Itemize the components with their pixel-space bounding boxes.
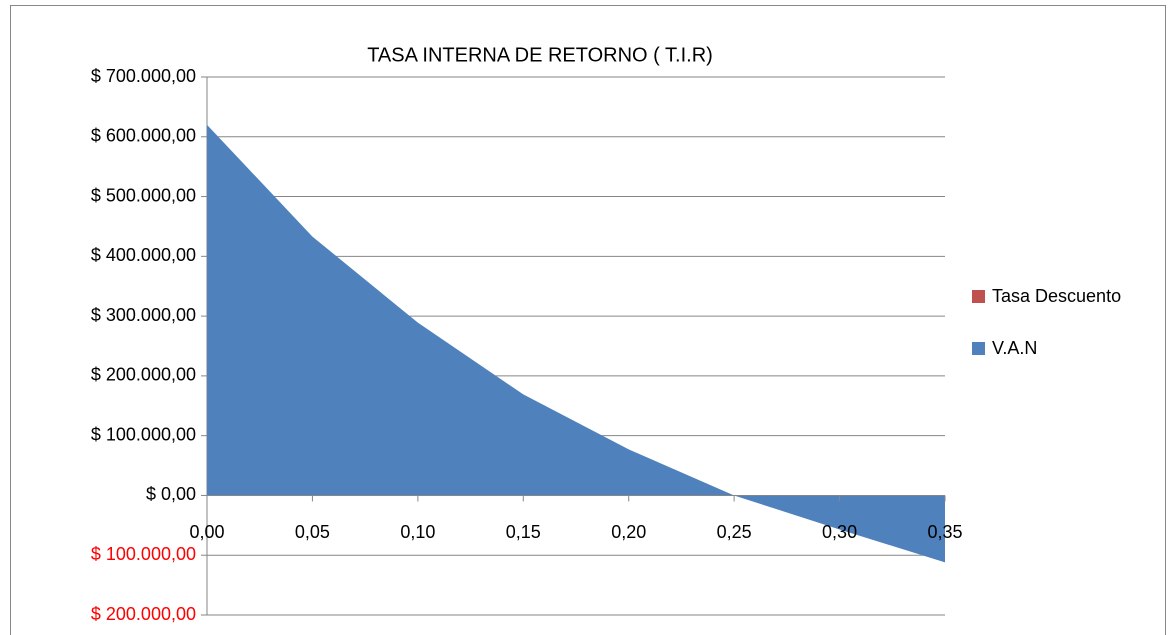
y-tick-label: $ 700.000,00 [91,66,196,86]
y-tick-label: $ 300.000,00 [91,305,196,325]
x-tick-label: 0,10 [400,522,435,542]
y-tick-label: $ 0,00 [146,484,196,504]
area [207,124,945,563]
x-tick-label: 0,20 [611,522,646,542]
y-tick-label: $ 200.000,00 [91,604,196,624]
y-tick-label: $ 600.000,00 [91,126,196,146]
x-tick-label: 0,35 [927,522,962,542]
legend-swatch [972,290,985,303]
x-tick-label: 0,05 [295,522,330,542]
legend-label: Tasa Descuento [992,286,1121,306]
legend-swatch [972,342,985,355]
y-tick-label: $ 100.000,00 [91,544,196,564]
x-tick-label: 0,30 [822,522,857,542]
chart-title: TASA INTERNA DE RETORNO ( T.I.R) [367,44,713,66]
x-tick-label: 0,25 [717,522,752,542]
y-tick-label: $ 100.000,00 [91,424,196,444]
y-tick-label: $ 200.000,00 [91,365,196,385]
x-tick-label: 0,00 [189,522,224,542]
x-tick-label: 0,15 [506,522,541,542]
y-tick-label: $ 500.000,00 [91,185,196,205]
y-tick-label: $ 400.000,00 [91,245,196,265]
chart-frame [10,5,1166,635]
legend-label: V.A.N [992,338,1037,358]
